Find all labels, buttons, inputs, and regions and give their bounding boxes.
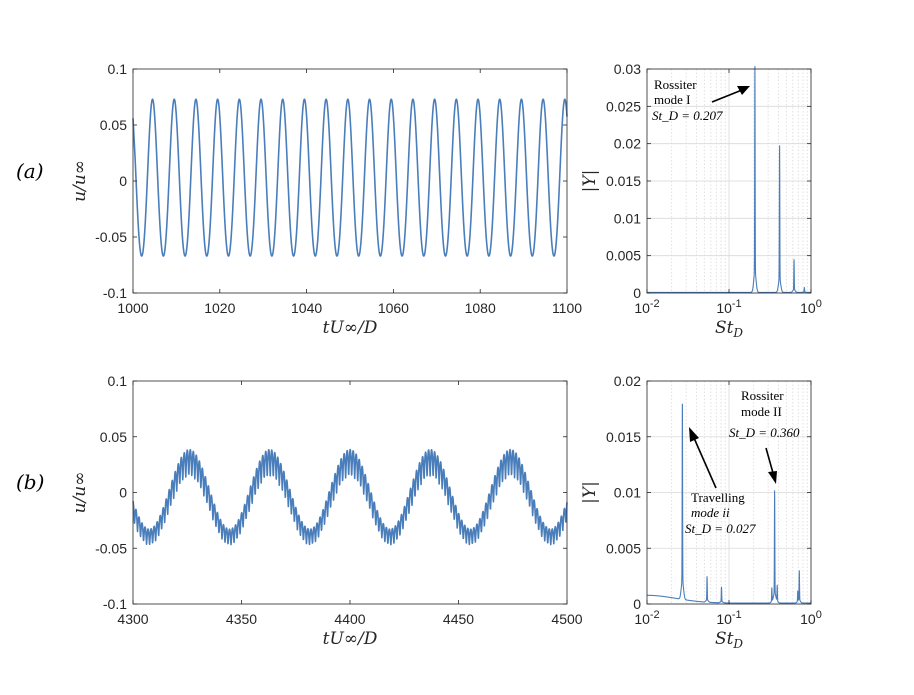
axes-frame (132, 380, 568, 605)
y-tick-label: 0 (119, 173, 127, 189)
arrow-line (711, 89, 743, 103)
series-line (132, 98, 568, 257)
y-tick-label: 0.02 (614, 373, 641, 389)
y-tick-label: 0.005 (606, 540, 641, 556)
arrow-head (737, 86, 750, 95)
y-axis-label: u/u∞ (70, 472, 90, 514)
x-tick-label: 1060 (378, 300, 409, 316)
y-tick-label: -0.1 (103, 285, 127, 301)
x-tick-label: 4350 (226, 611, 257, 627)
arrow-line (765, 447, 774, 474)
y-tick-label: 0.1 (108, 61, 128, 77)
y-tick-label: 0.1 (108, 373, 128, 389)
y-tick-label: 0.01 (614, 485, 641, 501)
x-axis-label: tU∞/D (323, 629, 378, 649)
y-tick-label: -0.05 (95, 229, 127, 245)
annotation-line: mode II (741, 404, 782, 419)
x-tick-label: 10-1 (716, 298, 741, 316)
y-tick-label: 0.05 (100, 117, 127, 133)
arrow-head (768, 471, 777, 484)
x-axis-label: tU∞/D (323, 318, 378, 338)
x-tick-label: 4300 (117, 611, 148, 627)
annotation-line: mode I (654, 92, 690, 107)
chart-a-spectrum: 10-2 10-1 10000.0050.010.0150.020.0250.03S… (580, 61, 822, 340)
chart-b-time-series: 4300 4350 4400 4450 4500 -0.1 -0.05 0 0.05 0.1 tU∞… (70, 373, 583, 649)
x-tick-label: 4400 (334, 611, 365, 627)
y-tick-label: 0.015 (606, 173, 641, 189)
annotation-math: St_D = 0.027 (685, 521, 756, 536)
annotation-rossiter-mode-1: Rossiter mode I St_D = 0.207 (652, 77, 750, 123)
series-line (132, 448, 568, 546)
x-axis-label: StD (715, 318, 743, 340)
x-tick-label: 1020 (204, 300, 235, 316)
x-tick-label: 1040 (291, 300, 322, 316)
x-axis-label: StD (715, 629, 743, 651)
y-tick-label: 0.03 (614, 61, 641, 77)
y-tick-label: -0.1 (103, 596, 127, 612)
y-tick-label: 0.025 (606, 98, 641, 114)
x-tick-label: 1000 (117, 300, 148, 316)
y-tick-label: -0.05 (95, 540, 127, 556)
panel-label-a: (a) (16, 159, 44, 183)
annotation-math: St_D = 0.207 (652, 108, 723, 123)
arrow-line (693, 437, 717, 489)
annotation-travelling-mode-ii: Travelling mode ii St_D = 0.027 (685, 427, 756, 536)
annotation-line: mode ii (691, 505, 730, 520)
x-tick-label: 100 (800, 298, 822, 316)
x-tick-label: 10-1 (716, 609, 741, 627)
y-tick-label: 0 (119, 485, 127, 501)
annotation-line: Rossiter (741, 388, 784, 403)
x-tick-label: 100 (800, 609, 822, 627)
y-tick-label: 0.01 (614, 210, 641, 226)
axes-frame (132, 68, 568, 294)
x-tick-label: 1100 (552, 300, 582, 316)
chart-a-time-series: 1000 1020 1040 1060 1080 1100 -0.1 -0.05 0 0.05 0.… (70, 61, 582, 338)
annotation-line: Travelling (691, 490, 745, 505)
annotation-math: St_D = 0.360 (729, 425, 800, 440)
x-tick-label: 4450 (443, 611, 474, 627)
y-axis-label: |Y| (580, 170, 600, 193)
y-axis-label: |Y| (580, 481, 600, 504)
annotation-rossiter-mode-2: Rossiter mode II St_D = 0.360 (729, 388, 800, 484)
annotation-line: Rossiter (654, 77, 697, 92)
panel-label-b: (b) (16, 470, 44, 494)
y-tick-label: 0.05 (100, 429, 127, 445)
y-tick-label: 0 (633, 285, 641, 301)
arrow-head (689, 427, 699, 442)
y-tick-label: 0.02 (614, 136, 641, 152)
y-axis-label: u/u∞ (70, 160, 90, 202)
x-tick-label: 4500 (551, 611, 582, 627)
y-tick-label: 0 (633, 596, 641, 612)
x-tick-label: 1080 (465, 300, 496, 316)
y-tick-label: 0.005 (606, 248, 641, 264)
y-tick-label: 0.015 (606, 429, 641, 445)
